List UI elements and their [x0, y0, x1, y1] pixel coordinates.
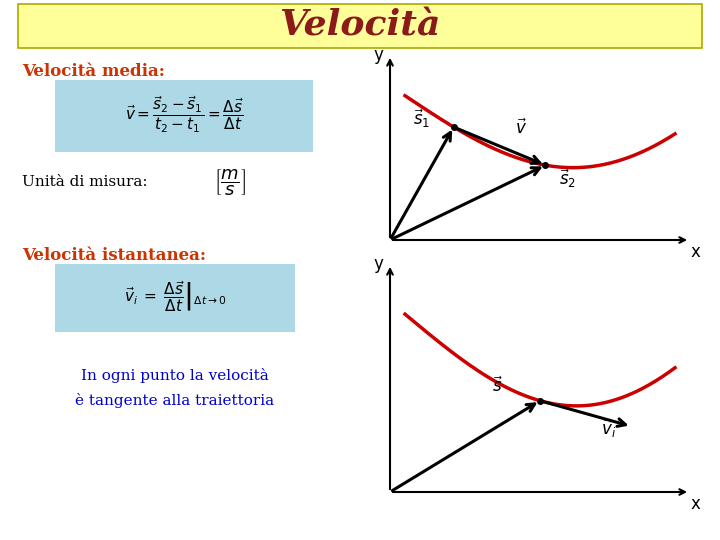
Text: $\vec{v}_i \;=\; \left.\dfrac{\Delta\vec{s}}{\Delta t}\right|_{\Delta t \to 0}$: $\vec{v}_i \;=\; \left.\dfrac{\Delta\vec… — [124, 280, 226, 314]
Text: In ogni punto la velocità
è tangente alla traiettoria: In ogni punto la velocità è tangente all… — [76, 368, 274, 408]
Text: $\vec{v}$: $\vec{v}$ — [516, 118, 528, 138]
Text: y: y — [373, 255, 383, 273]
Text: $\vec{s}_2$: $\vec{s}_2$ — [559, 168, 576, 191]
Text: $\vec{v}_i$: $\vec{v}_i$ — [600, 417, 616, 440]
Bar — [55, 80, 313, 152]
Text: $\vec{s}_1$: $\vec{s}_1$ — [413, 108, 431, 130]
Text: $\left[\dfrac{m}{s}\right]$: $\left[\dfrac{m}{s}\right]$ — [214, 167, 246, 197]
Text: x: x — [690, 495, 700, 513]
Text: $\vec{v} = \dfrac{\vec{s}_2 - \vec{s}_1}{t_2 - t_1} = \dfrac{\Delta\vec{s}}{\Del: $\vec{v} = \dfrac{\vec{s}_2 - \vec{s}_1}… — [125, 95, 243, 135]
Text: Unità di misura:: Unità di misura: — [22, 175, 148, 189]
Text: y: y — [373, 46, 383, 64]
Bar — [55, 264, 295, 332]
Text: Velocità istantanea:: Velocità istantanea: — [22, 246, 206, 264]
Text: Velocità media:: Velocità media: — [22, 64, 165, 80]
Text: Velocità: Velocità — [279, 9, 441, 43]
Bar — [18, 4, 702, 48]
Text: $\vec{s}$: $\vec{s}$ — [492, 377, 504, 396]
Text: x: x — [690, 243, 700, 261]
